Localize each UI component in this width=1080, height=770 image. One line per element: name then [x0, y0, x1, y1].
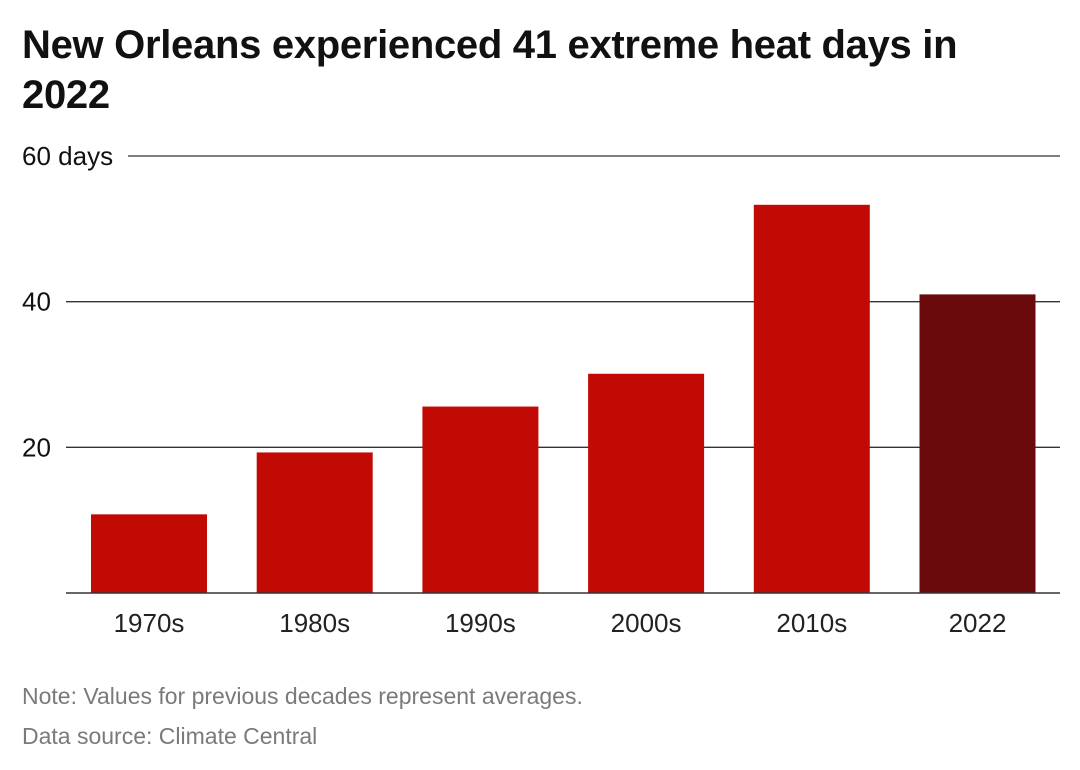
- bar-2000s: [588, 373, 705, 593]
- note-text: Note: Values for previous decades repres…: [22, 683, 583, 709]
- y-tick-label-20: 20: [22, 432, 51, 462]
- bar-2022: [919, 294, 1036, 593]
- source-text: Data source: Climate Central: [22, 723, 318, 749]
- bar-1970s: [91, 514, 207, 593]
- bar-1990s: [422, 406, 539, 593]
- y-tick-label-40: 40: [22, 287, 51, 317]
- x-tick-label-2000s: 2000s: [611, 608, 682, 638]
- bar-1980s: [256, 452, 373, 593]
- y-tick-label-60: 60 days: [22, 141, 113, 171]
- x-tick-label-1990s: 1990s: [445, 608, 516, 638]
- x-tick-label-2010s: 2010s: [776, 608, 847, 638]
- x-tick-label-2022: 2022: [949, 608, 1007, 638]
- bar-2010s: [753, 204, 870, 593]
- chart-notes: Note: Values for previous decades repres…: [22, 676, 583, 756]
- chart-title: New Orleans experienced 41 extreme heat …: [22, 23, 958, 117]
- x-tick-label-1980s: 1980s: [279, 608, 350, 638]
- x-tick-label-1970s: 1970s: [114, 608, 185, 638]
